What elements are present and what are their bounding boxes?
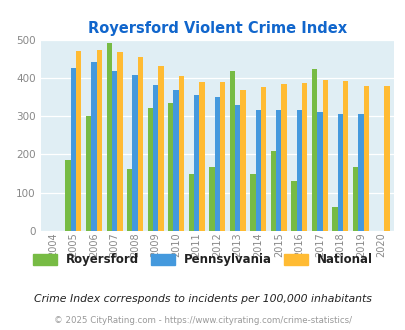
Bar — [234, 105, 240, 231]
Bar — [168, 103, 173, 231]
Bar — [260, 87, 266, 231]
Bar — [117, 52, 122, 231]
Title: Royersford Violent Crime Index: Royersford Violent Crime Index — [87, 21, 346, 36]
Bar — [65, 160, 70, 231]
Bar — [332, 207, 337, 231]
Bar — [311, 69, 316, 231]
Bar — [178, 76, 184, 231]
Bar — [199, 82, 204, 231]
Bar — [214, 97, 220, 231]
Bar — [296, 111, 301, 231]
Bar — [106, 44, 112, 231]
Bar — [337, 114, 342, 231]
Bar — [70, 68, 76, 231]
Bar — [147, 108, 153, 231]
Bar — [188, 174, 194, 231]
Bar — [281, 84, 286, 231]
Bar — [229, 71, 234, 231]
Bar — [275, 111, 281, 231]
Bar — [86, 116, 91, 231]
Bar — [91, 62, 96, 231]
Bar — [363, 86, 368, 231]
Bar — [76, 51, 81, 231]
Bar — [137, 57, 143, 231]
Bar — [209, 167, 214, 231]
Bar — [291, 181, 296, 231]
Bar — [352, 167, 357, 231]
Bar — [270, 150, 275, 231]
Bar — [132, 75, 137, 231]
Text: © 2025 CityRating.com - https://www.cityrating.com/crime-statistics/: © 2025 CityRating.com - https://www.city… — [54, 316, 351, 325]
Bar — [220, 82, 225, 231]
Text: Crime Index corresponds to incidents per 100,000 inhabitants: Crime Index corresponds to incidents per… — [34, 294, 371, 304]
Bar — [301, 83, 307, 231]
Bar — [249, 174, 255, 231]
Bar — [127, 169, 132, 231]
Bar — [194, 95, 199, 231]
Bar — [342, 81, 347, 231]
Bar — [96, 50, 102, 231]
Bar — [255, 111, 260, 231]
Bar — [316, 112, 322, 231]
Bar — [357, 114, 363, 231]
Bar — [153, 85, 158, 231]
Bar — [173, 90, 178, 231]
Bar — [322, 80, 327, 231]
Bar — [158, 66, 163, 231]
Legend: Royersford, Pennsylvania, National: Royersford, Pennsylvania, National — [33, 253, 372, 266]
Bar — [240, 90, 245, 231]
Bar — [112, 71, 117, 231]
Bar — [383, 85, 388, 231]
